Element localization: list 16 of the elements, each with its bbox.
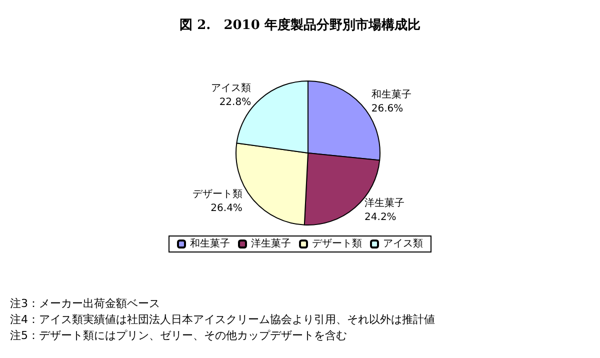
- data-label: 26.6%: [371, 104, 404, 115]
- legend-label: 洋生菓子: [251, 238, 291, 250]
- chart-title: 図 2. 2010 年度製品分野別市場構成比: [180, 17, 420, 33]
- text: 注3：メーカー出荷金額ベース: [10, 297, 160, 310]
- slice-label: デザート類: [192, 188, 242, 200]
- slice-label: 和生菓子: [371, 88, 412, 101]
- data-label: 22.8%: [219, 97, 252, 108]
- legend-label: デザート類: [312, 238, 362, 250]
- legend-label: アイス類: [383, 238, 423, 250]
- text: 注4：アイス類実績値は社団法人日本アイスクリーム協会より引用、それ以外は推計値: [10, 313, 435, 326]
- slice-label: 洋生菓子: [364, 197, 405, 210]
- slice-label: アイス類: [211, 82, 252, 94]
- text: 注5：デザート類にはプリン、ゼリー、その他カップデザートを含む: [10, 329, 347, 342]
- data-label: 26.4%: [210, 202, 242, 214]
- legend-label: 和生菓子: [190, 238, 230, 250]
- data-label: 24.2%: [364, 212, 396, 224]
